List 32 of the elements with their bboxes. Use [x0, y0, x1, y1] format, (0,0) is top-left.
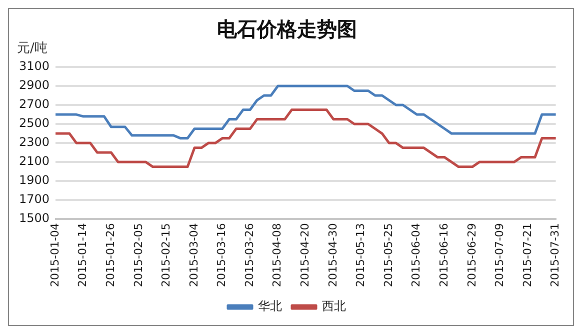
y-tick-label: 2100	[18, 154, 50, 168]
x-tick-label: 2015-03-16	[215, 223, 228, 288]
x-tick-label: 2015-04-30	[326, 223, 340, 288]
chart-title: 电石价格走势图	[217, 17, 357, 42]
y-tick-label: 1500	[18, 211, 50, 226]
x-tick-label: 2015-01-26	[104, 223, 117, 288]
x-tick-label: 2015-01-14	[76, 223, 90, 288]
x-tick-label: 2015-06-29	[465, 223, 478, 288]
x-tick-label: 2015-07-21	[520, 223, 534, 288]
x-tick-label: 2015-04-20	[298, 223, 312, 288]
x-tick-label: 2015-04-08	[270, 223, 284, 288]
x-tick-label: 2015-07-09	[493, 223, 506, 288]
legend-label: 西北	[322, 299, 346, 314]
x-tick-label: 2015-07-31	[548, 223, 562, 288]
y-tick-label: 2900	[18, 78, 50, 92]
y-tick-label: 1900	[18, 173, 50, 188]
y-tick-label: 2700	[18, 97, 50, 112]
y-tick-label: 1700	[18, 192, 50, 206]
x-tick-label: 2015-03-26	[242, 223, 256, 288]
y-tick-label: 3100	[18, 59, 50, 74]
x-tick-label: 2015-02-15	[160, 223, 173, 288]
x-tick-label: 2015-02-05	[132, 223, 145, 288]
y-tick-label: 2300	[18, 135, 50, 150]
y-tick-label: 2500	[18, 116, 50, 130]
x-tick-label: 2015-05-13	[354, 223, 368, 288]
x-tick-label: 2015-06-16	[437, 223, 450, 288]
x-tick-label: 2015-01-04	[48, 223, 62, 288]
legend-label: 华北	[258, 299, 282, 314]
x-tick-label: 2015-06-04	[410, 223, 423, 288]
y-axis-title: 元/吨	[17, 40, 48, 56]
x-tick-label: 2015-03-04	[187, 223, 200, 288]
x-tick-label: 2015-05-25	[382, 223, 395, 288]
